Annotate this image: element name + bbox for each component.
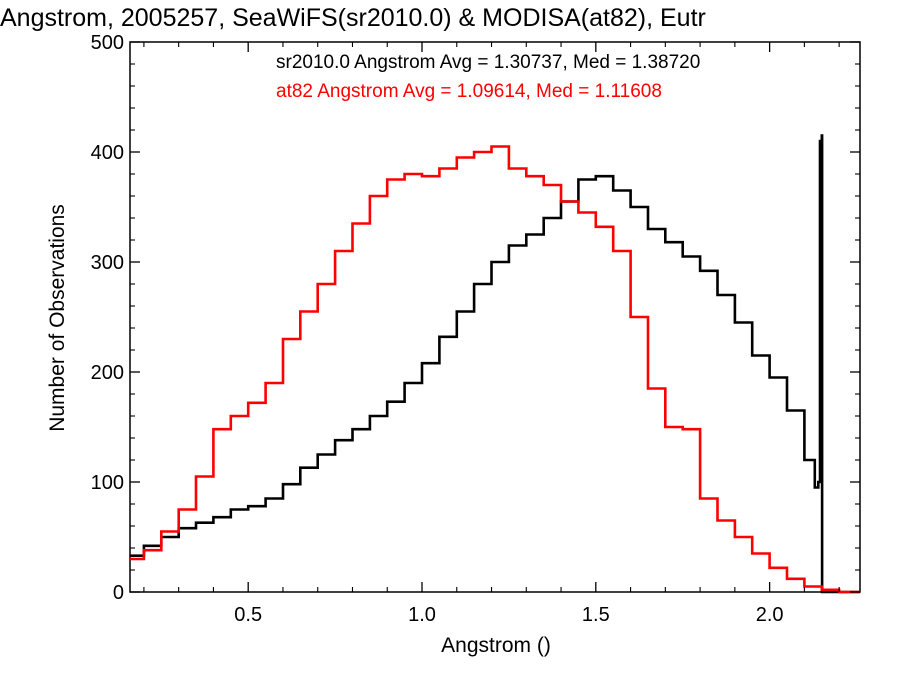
annotation-sr2010: sr2010.0 Angstrom Avg = 1.30737, Med = 1… <box>276 52 700 73</box>
annotation-at82: at82 Angstrom Avg = 1.09614, Med = 1.116… <box>276 81 662 102</box>
plot-border <box>129 41 861 593</box>
x-tick-label-0: 0.5 <box>234 604 262 626</box>
axis-ticks: 0.5 1.0 1.5 2.0 0 100 200 300 400 500 <box>91 32 860 626</box>
x-tick-label-1: 1.0 <box>408 604 436 626</box>
series-layer <box>130 134 860 594</box>
y-tick-label-1: 100 <box>91 472 124 494</box>
y-tick-label-0: 0 <box>113 582 124 604</box>
x-tick-label-3: 2.0 <box>756 604 784 626</box>
series-line-0 <box>130 134 860 594</box>
x-tick-label-2: 1.5 <box>582 604 610 626</box>
plot-area <box>129 41 861 593</box>
y-tick-label-2: 200 <box>91 362 124 384</box>
y-tick-label-5: 500 <box>91 32 124 54</box>
y-tick-label-3: 300 <box>91 252 124 274</box>
y-axis-title: Number of Observations <box>46 204 69 432</box>
series-line-1 <box>130 145 860 594</box>
y-tick-label-4: 400 <box>91 142 124 164</box>
chart-title: Angstrom, 2005257, SeaWiFS(sr2010.0) & M… <box>0 4 706 32</box>
x-axis-title: Angstrom () <box>441 634 551 657</box>
